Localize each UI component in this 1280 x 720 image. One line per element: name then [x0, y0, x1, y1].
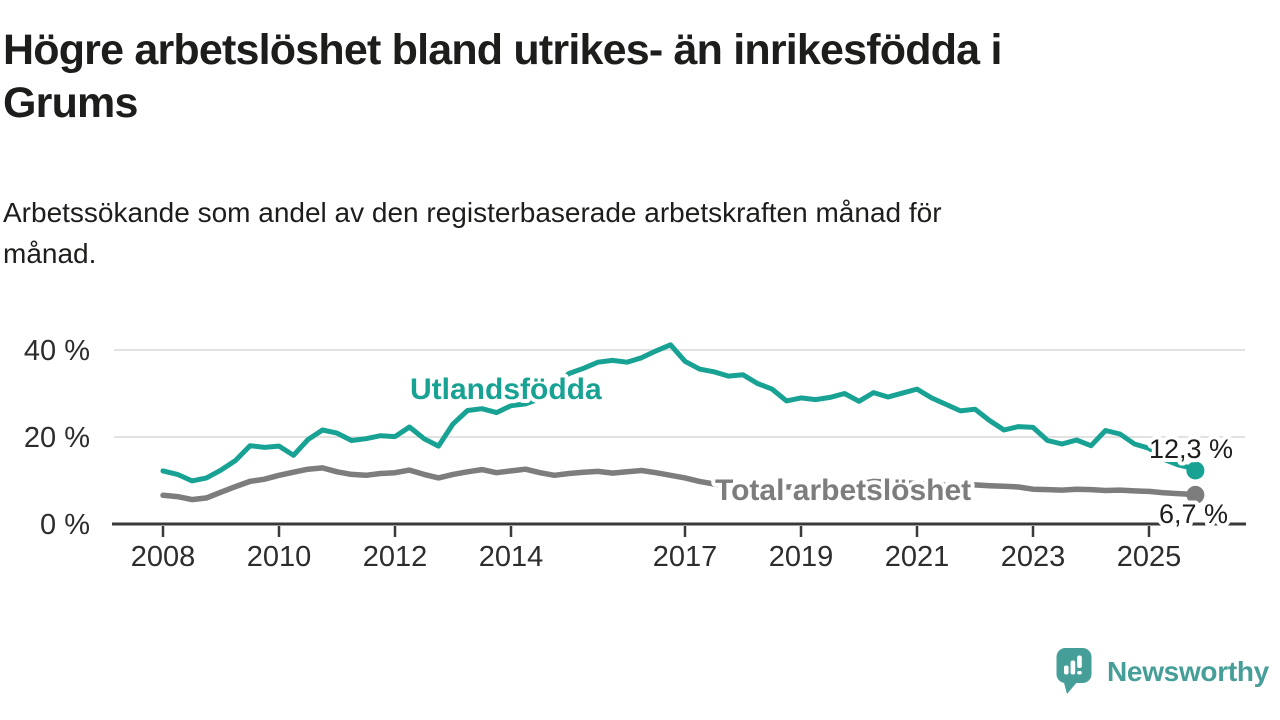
title-line-2: Grums	[3, 79, 138, 127]
chart-subtitle: Arbetssökande som andel av den registerb…	[3, 192, 1223, 274]
x-tick-label-2014: 2014	[479, 541, 544, 573]
utlandsfodda-line	[160, 342, 1198, 484]
title-line-1: Högre arbetslöshet bland utrikes- än inr…	[3, 26, 1002, 74]
page-title: Högre arbetslöshet bland utrikes- än inr…	[3, 24, 1223, 130]
total-arbetsloshet-line	[160, 465, 1199, 503]
x-tick-label-2010: 2010	[247, 541, 312, 573]
x-tick-label-2008: 2008	[131, 541, 196, 573]
y-axis-label-40: 40 %	[24, 335, 90, 367]
speech-bubble-bar-chart-icon	[1056, 648, 1092, 694]
x-tick-label-2019: 2019	[769, 541, 834, 573]
subtitle-line-2: månad.	[3, 238, 97, 269]
newsworthy-logo: Newsworthy	[1056, 646, 1269, 698]
gridlines	[114, 349, 1245, 438]
y-axis-labels: 0 % 20 % 40 %	[24, 335, 90, 541]
newsworthy-wordmark: Newsworthy	[1107, 656, 1269, 687]
y-axis-label-20: 20 %	[24, 422, 90, 454]
utlandsfodda-end-value-label: 12,3 %	[1149, 434, 1233, 464]
data-series	[160, 342, 1205, 504]
subtitle-line-1: Arbetssökande som andel av den registerb…	[3, 197, 942, 228]
total-arbetsloshet-series-label: Total arbetslöshet	[715, 474, 971, 507]
total-end-dot	[1186, 485, 1205, 504]
utlandsfodda-end-dot	[1186, 461, 1205, 480]
x-tick-label-2012: 2012	[363, 541, 428, 573]
x-tick-label-2025: 2025	[1117, 541, 1182, 573]
x-tick-label-2023: 2023	[1001, 541, 1066, 573]
x-tick-label-2021: 2021	[885, 541, 950, 573]
total-end-value-label: 6,7 %	[1159, 499, 1228, 529]
annotations: Utlandsfödda Total arbetslöshet 12,3 % 6…	[406, 369, 1237, 533]
utlandsfodda-series-label: Utlandsfödda	[410, 373, 602, 406]
y-axis-label-0: 0 %	[40, 509, 90, 541]
x-tick-label-2017: 2017	[653, 541, 718, 573]
x-axis: 2008 2010 2012 2014 2017 2019 2021 2023 2025	[112, 522, 1246, 573]
